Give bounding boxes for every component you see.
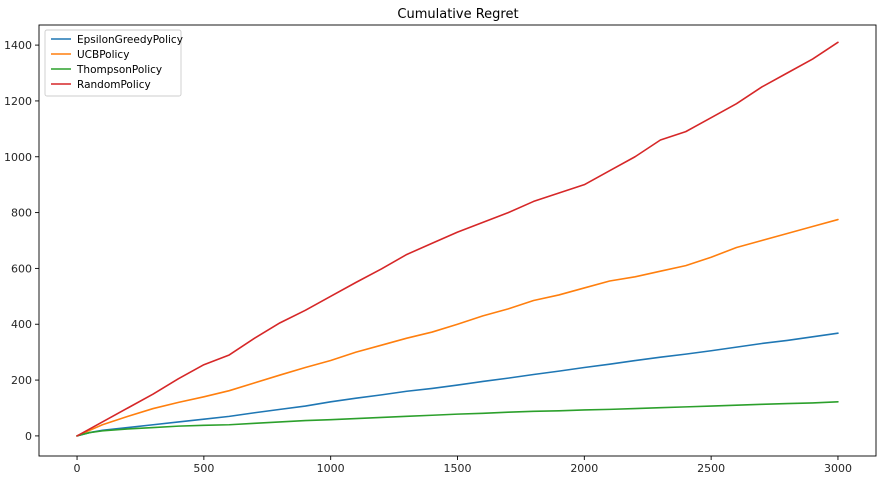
y-tick-label: 1400: [4, 39, 32, 52]
x-tick-label: 500: [193, 462, 214, 475]
legend-label-ThompsonPolicy: ThompsonPolicy: [76, 64, 162, 76]
plot-area: [76, 41, 839, 437]
legend-label-RandomPolicy: RandomPolicy: [77, 79, 151, 91]
axes: 0 500 1000 1500 2000 2500 3000 0 200 400 600 800 100…: [4, 24, 877, 475]
series-line-RandomPolicy: [76, 41, 839, 437]
x-tick-label: 3000: [824, 462, 852, 475]
legend-box: [44, 29, 182, 97]
legend-label-EpsilonGreedyPolicy: EpsilonGreedyPolicy: [77, 34, 183, 46]
y-tick-label: 800: [11, 207, 32, 220]
x-tick-label: 2500: [697, 462, 725, 475]
y-tick-label: 600: [11, 262, 32, 275]
x-tick-label: 1000: [317, 462, 345, 475]
x-tick-label: 0: [74, 462, 81, 475]
y-tick-label: 1000: [4, 151, 32, 164]
x-tick-label: 1500: [444, 462, 472, 475]
series-line-ThompsonPolicy: [76, 401, 839, 437]
series-line-EpsilonGreedyPolicy: [76, 332, 839, 437]
y-tick-label: 0: [25, 430, 32, 443]
y-tick-label: 400: [11, 318, 32, 331]
x-tick-label: 2000: [570, 462, 598, 475]
y-tick-label: 1200: [4, 95, 32, 108]
series-line-UCBPolicy: [76, 218, 839, 437]
legend: EpsilonGreedyPolicy UCBPolicy ThompsonPoli…: [44, 29, 183, 97]
chart-title: Cumulative Regret: [397, 7, 518, 22]
y-tick-label: 200: [11, 374, 32, 387]
legend-label-UCBPolicy: UCBPolicy: [77, 49, 129, 61]
